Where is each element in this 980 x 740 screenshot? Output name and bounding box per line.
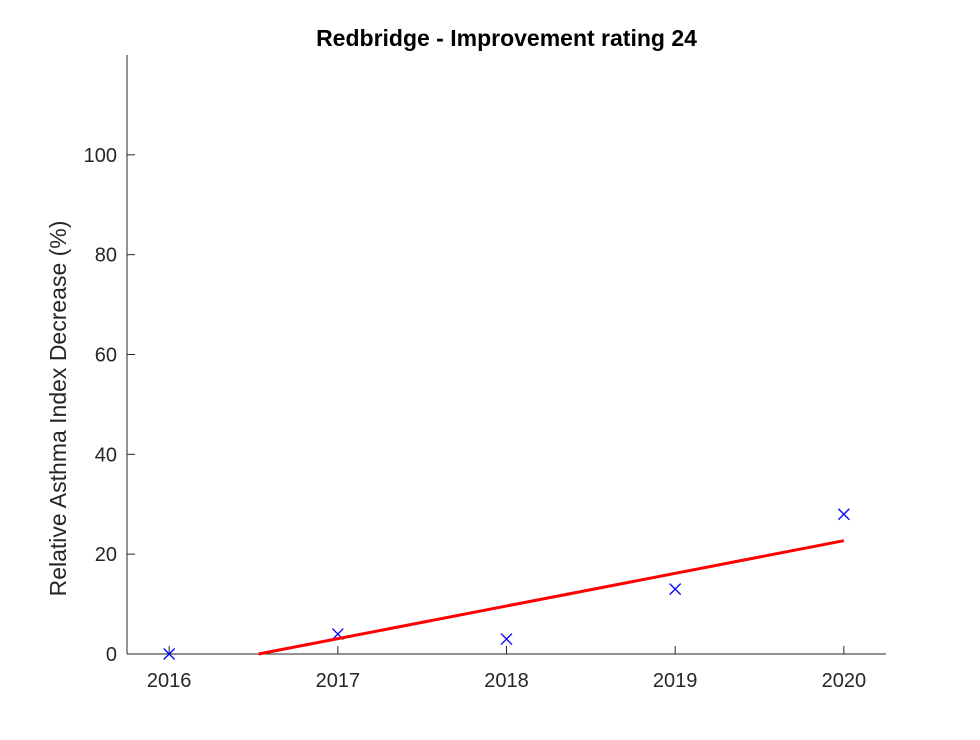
y-tick-label: 0 [106, 644, 117, 666]
axes [126, 55, 886, 655]
y-tick-label: 80 [95, 245, 117, 267]
y-axis-ticks: 0 20 40 60 80 100 [84, 145, 135, 666]
chart-title: Redbridge - Improvement rating 24 [316, 25, 697, 51]
y-tick-label: 20 [95, 544, 117, 566]
data-point-marker [837, 508, 850, 521]
x-tick-label: 2018 [484, 670, 529, 692]
x-tick-label: 2019 [653, 670, 698, 692]
trend-line [258, 539, 845, 656]
x-tick-label: 2017 [316, 670, 361, 692]
x-axis-ticks: 2016 2017 2018 2019 2020 [147, 646, 866, 692]
y-tick-label: 60 [95, 345, 117, 367]
y-tick-label: 40 [95, 444, 117, 466]
x-tick-label: 2016 [147, 670, 192, 692]
data-point-marker [669, 583, 682, 596]
data-point-marker [500, 633, 513, 645]
x-tick-label: 2020 [822, 670, 867, 692]
y-tick-label: 100 [84, 145, 117, 167]
y-axis-label: Relative Asthma Index Decrease (%) [45, 221, 71, 597]
data-point-marker [163, 648, 176, 660]
plot-series [163, 508, 850, 660]
